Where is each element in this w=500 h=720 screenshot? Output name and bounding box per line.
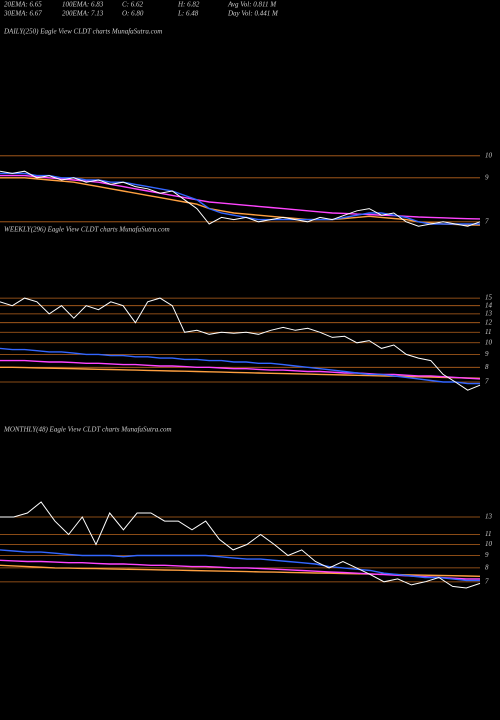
y-tick-label: 15 [485, 294, 493, 302]
y-tick-label: 9 [485, 551, 489, 559]
y-tick-label: 13 [485, 513, 493, 521]
price-line [0, 297, 481, 391]
header-stat: H: 6.82 [177, 1, 200, 9]
y-tick-label: 11 [485, 328, 491, 336]
panel-title: MONTHLY(48) Eagle View CLDT charts Munaf… [3, 426, 172, 434]
y-tick-label: 14 [485, 301, 493, 309]
header-stat: Day Vol: 0.441 M [227, 10, 279, 18]
panel-title: WEEKLY(296) Eagle View CLDT charts Munaf… [4, 226, 170, 234]
header-stat: L: 6.48 [177, 10, 199, 18]
header-stat: O: 6.80 [122, 10, 144, 18]
price-line [0, 170, 481, 227]
header-stat: 200EMA: 7.13 [62, 10, 104, 18]
y-tick-label: 11 [485, 530, 491, 538]
y-tick-label: 12 [485, 318, 493, 326]
y-tick-label: 7 [485, 577, 489, 585]
y-tick-label: 8 [485, 563, 489, 571]
price-line [0, 347, 480, 385]
y-tick-label: 13 [485, 309, 493, 317]
price-line [0, 549, 480, 582]
header-stat: 20EMA: 6.65 [4, 1, 42, 9]
y-tick-label: 9 [485, 173, 489, 181]
price-line [0, 172, 480, 225]
y-tick-label: 8 [485, 363, 489, 371]
header-stat: 30EMA: 6.67 [3, 10, 42, 18]
y-tick-label: 10 [485, 540, 493, 548]
y-tick-label: 7 [485, 378, 489, 386]
price-line [0, 501, 481, 589]
y-tick-label: 10 [485, 338, 493, 346]
y-tick-label: 7 [485, 217, 489, 225]
price-line [0, 177, 481, 226]
price-line [0, 359, 481, 380]
header-stat: C: 6.62 [122, 1, 144, 9]
header-stat: 100EMA: 6.83 [62, 1, 104, 9]
header-stat: Avg Vol: 0.811 M [227, 1, 277, 9]
panel-title: DAILY(250) Eagle View CLDT charts Munafa… [3, 28, 162, 36]
y-tick-label: 9 [485, 350, 489, 358]
y-tick-label: 10 [485, 151, 493, 159]
